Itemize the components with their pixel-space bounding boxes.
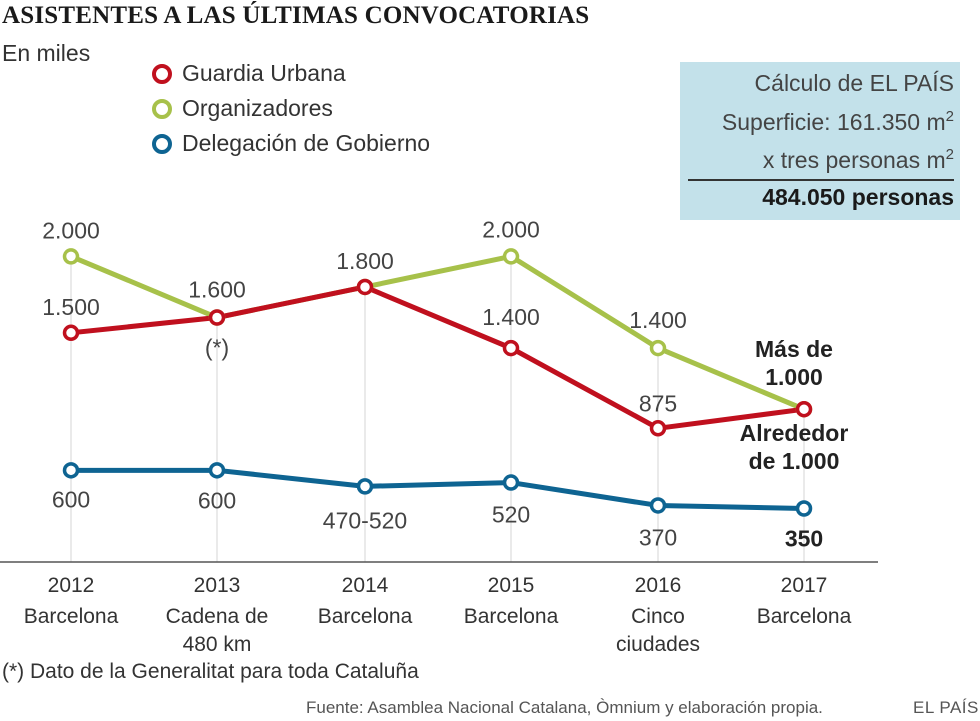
legend-label-delegacion-gobierno: Delegación de Gobierno	[182, 130, 431, 156]
label-guardia-urbana-2017-2: de 1.000	[749, 448, 840, 474]
series-line-guardia-urbana	[68, 284, 807, 431]
point-organizadores-2012	[62, 248, 80, 265]
series-line-organizadores	[68, 253, 807, 412]
calculation-box: Cálculo de EL PAÍS Superficie: 161.350 m…	[680, 62, 960, 220]
point-guardia-urbana-2016	[649, 420, 667, 437]
legend-label-guardia-urbana: Guardia Urbana	[182, 60, 346, 86]
x-tick-place-2012-1: Barcelona	[24, 605, 119, 628]
x-tick-place-2015-1: Barcelona	[464, 605, 559, 628]
calc-density-text: x tres personas m	[762, 147, 946, 173]
label-delegacion-de-gobierno-2016: 370	[639, 524, 677, 550]
label-delegacion-de-gobierno-2012: 600	[52, 486, 90, 512]
legend-marker-guardia-urbana	[152, 63, 172, 84]
x-tick-place-2016-2: ciudades	[616, 633, 700, 656]
label-organizadores-2014: 1.800	[336, 248, 394, 274]
calc-title: Cálculo de EL PAÍS	[754, 70, 954, 96]
series-line-delegacion-de-gobierno	[68, 467, 807, 512]
publisher-brand: EL PAÍS	[913, 698, 979, 717]
legend-marker-organizadores	[152, 98, 172, 119]
legend-item-guardia-urbana: Guardia Urbana	[152, 56, 430, 91]
source-credit: Fuente: Asamblea Nacional Catalana, Òmni…	[306, 698, 823, 717]
label-guardia-urbana-2012: 1.500	[42, 294, 100, 320]
point-guardia-urbana-2015	[502, 339, 520, 357]
calc-density-exponent: 2	[945, 146, 954, 163]
point-organizadores-2016	[649, 339, 667, 357]
point-delegacion-de-gobierno-2015	[502, 474, 520, 491]
chart-title: ASISTENTES A LAS ÚLTIMAS CONVOCATORIAS	[2, 2, 590, 29]
label-delegacion-de-gobierno-2013: 600	[198, 487, 236, 513]
legend-item-delegacion-gobierno: Delegación de Gobierno	[152, 126, 430, 161]
x-tick-year-2012: 2012	[48, 574, 95, 597]
label-guardia-urbana-2016: 875	[639, 390, 677, 416]
label-delegacion-de-gobierno-2015: 520	[492, 502, 530, 528]
footnote: (*) Dato de la Generalitat para toda Cat…	[2, 660, 419, 683]
calc-surface-exponent: 2	[945, 108, 954, 125]
point-delegacion-de-gobierno-2013	[208, 462, 226, 479]
label-organizadores-2013: 1.600	[188, 277, 246, 303]
calc-divider	[688, 179, 954, 181]
legend: Guardia Urbana Organizadores Delegación …	[152, 56, 430, 161]
x-tick-year-2014: 2014	[342, 574, 389, 597]
point-guardia-urbana-2014	[356, 278, 374, 296]
point-guardia-urbana-2013	[208, 309, 226, 326]
point-delegacion-de-gobierno-2012	[62, 462, 80, 479]
label-organizadores-2015: 2.000	[482, 216, 540, 242]
label-organizadores-2016: 1.400	[629, 307, 687, 333]
x-tick-place-2017-1: Barcelona	[757, 605, 852, 628]
chart-subtitle: En miles	[2, 40, 91, 66]
label-guardia-urbana-2015: 1.400	[482, 304, 540, 330]
point-delegacion-de-gobierno-2016	[649, 497, 667, 514]
point-guardia-urbana-2012	[62, 324, 80, 342]
point-delegacion-de-gobierno-2017	[795, 500, 813, 517]
point-delegacion-de-gobierno-2014	[356, 478, 374, 495]
label-guardia-urbana-2017-1: Alrededor	[740, 420, 849, 446]
x-tick-year-2015: 2015	[488, 574, 535, 597]
point-guardia-urbana-2017	[795, 400, 813, 418]
label-organizadores-2012: 2.000	[42, 217, 100, 243]
calc-surface: Superficie: 161.350 m2	[722, 108, 954, 136]
label-delegacion-de-gobierno-2014: 470-520	[323, 507, 407, 533]
x-tick-place-2016-1: Cinco	[631, 605, 685, 628]
x-tick-year-2017: 2017	[781, 574, 828, 597]
calc-total: 484.050 personas	[762, 184, 954, 210]
legend-label-organizadores: Organizadores	[182, 95, 333, 121]
calc-density: x tres personas m2	[763, 146, 954, 174]
x-tick-place-2014-1: Barcelona	[318, 605, 413, 628]
x-tick-place-2013-2: 480 km	[183, 633, 252, 656]
label-guardia-urbana-2013: (*)	[205, 335, 229, 361]
x-tick-year-2016: 2016	[635, 574, 682, 597]
x-tick-place-2013-1: Cadena de	[166, 605, 269, 628]
x-tick-year-2013: 2013	[194, 574, 241, 597]
label-delegacion-de-gobierno-2017: 350	[785, 526, 823, 552]
legend-item-organizadores: Organizadores	[152, 91, 430, 126]
calc-surface-text: Superficie: 161.350 m	[721, 109, 946, 135]
label-organizadores-2017-1: Más de	[755, 336, 833, 362]
label-organizadores-2017-2: 1.000	[765, 364, 823, 390]
point-organizadores-2015	[502, 248, 520, 265]
legend-marker-delegacion-gobierno	[152, 133, 172, 154]
